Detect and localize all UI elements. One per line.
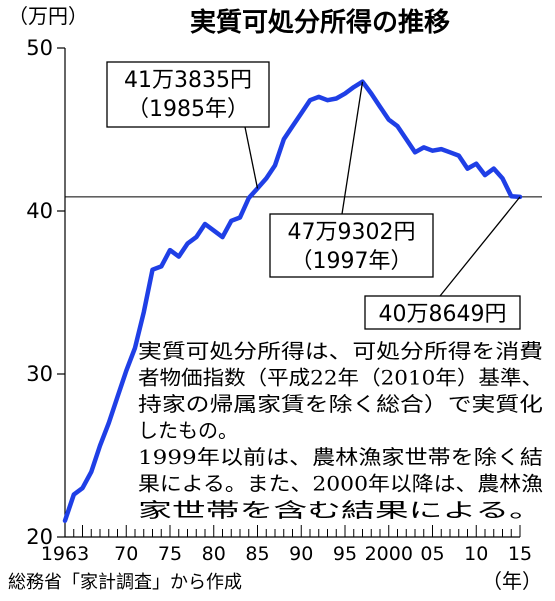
- note-line: 家世帯を含む結果による。: [138, 498, 543, 522]
- source-note: 総務省「家計調査」から作成: [8, 572, 242, 593]
- x-tick-label: 90: [289, 543, 313, 565]
- y-tick-label: 40: [26, 199, 53, 223]
- x-tick-label: 70: [114, 543, 138, 565]
- callout-text: 47万9302円: [288, 220, 416, 245]
- axis-layer: 20 30 40 50 1963 70 75 80 85 90 95 2000 05 10 15: [26, 36, 532, 565]
- y-tick-label: 30: [26, 362, 53, 386]
- x-tick-label: 05: [420, 543, 444, 565]
- x-tick-label: 80: [202, 543, 226, 565]
- callout-leader: [439, 196, 521, 297]
- x-tick-label: 10: [464, 543, 488, 565]
- x-tick-label: 15: [508, 543, 532, 565]
- y-tick-label: 20: [26, 525, 53, 549]
- callout-box: [269, 213, 434, 278]
- callout-text: 40万8649円: [379, 302, 507, 327]
- callout-leader: [341, 81, 364, 215]
- callout-text: （1985年）: [127, 97, 249, 122]
- callout-box: [106, 61, 270, 128]
- note-line: 1999年以前は、農林漁家世帯を除く結: [138, 445, 543, 469]
- y-tick-label: 50: [26, 36, 53, 60]
- note-layer: 実質可処分所得は、可処分所得を消費者物価指数（平成22年（2010年）基準、持家…: [138, 339, 543, 522]
- note-line: 者物価指数（平成22年（2010年）基準、: [138, 366, 543, 390]
- callout-box: [364, 295, 521, 330]
- note-line: 果による。また、2000年以降は、農林漁: [138, 472, 543, 496]
- note-line: したもの。: [138, 419, 238, 443]
- x-tick-label: 95: [333, 543, 357, 565]
- x-tick-label: 75: [158, 543, 182, 565]
- note-line: 持家の帰属家賃を除く総合）で実質化: [138, 392, 543, 416]
- callout-leader: [244, 126, 259, 189]
- callout-text: 41万3835円: [124, 68, 252, 93]
- callout-text: （1997年）: [291, 249, 413, 274]
- x-tick-label: 2000: [365, 543, 413, 565]
- x-tick-label: 1963: [41, 543, 89, 565]
- annotation-layer: 41万3835円 （1985年） 47万9302円 （1997年） 40万8649円: [106, 61, 521, 330]
- series-layer: [62, 79, 523, 523]
- x-axis-unit: （年）: [482, 569, 542, 593]
- y-axis-unit: （万円）: [8, 4, 88, 28]
- series-line: [62, 79, 523, 523]
- x-tick-label: 85: [245, 543, 269, 565]
- note-line: 実質可処分所得は、可処分所得を消費: [138, 339, 543, 363]
- chart-title: 実質可処分所得の推移: [190, 7, 450, 38]
